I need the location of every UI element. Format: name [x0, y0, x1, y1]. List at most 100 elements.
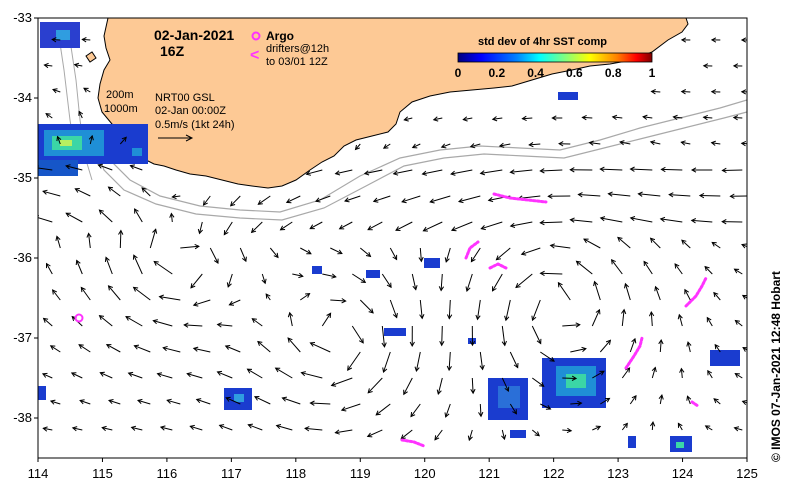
current-arrowhead	[706, 316, 712, 323]
current-arrowhead	[305, 170, 312, 176]
current-arrow	[582, 116, 593, 119]
current-arrow	[223, 221, 233, 235]
contour-1000-label: 1000m	[104, 103, 138, 115]
current-arrow	[373, 195, 391, 202]
current-arrowhead	[153, 260, 159, 266]
x-tick-label: 121	[478, 466, 500, 481]
drifter-track	[464, 240, 480, 260]
current-arrowhead	[569, 167, 575, 173]
current-arrow	[43, 427, 53, 431]
current-arrowhead	[643, 260, 649, 267]
current-arrowhead	[607, 191, 613, 197]
current-arrow	[540, 351, 555, 362]
current-arrowhead	[631, 337, 637, 344]
current-arrow	[479, 351, 484, 370]
x-tick-label: 118	[285, 466, 306, 481]
current-arrow	[355, 143, 361, 150]
current-arrow	[651, 367, 656, 379]
current-arrow	[100, 372, 113, 379]
current-arrowhead	[409, 341, 415, 348]
current-arrowhead	[275, 424, 282, 430]
current-arrowhead	[216, 370, 223, 376]
current-arrow	[735, 320, 743, 327]
current-arrowhead	[127, 371, 134, 377]
current-arrowhead	[253, 396, 260, 401]
x-tick-label: 123	[607, 466, 629, 481]
current-arrowhead	[99, 371, 105, 377]
current-arrowhead	[70, 372, 77, 377]
current-arrowhead	[649, 237, 656, 243]
current-arrowhead	[330, 381, 337, 387]
current-arrowhead	[281, 396, 287, 402]
current-arrow	[128, 372, 143, 379]
current-arrowhead	[395, 226, 401, 231]
current-arrow	[621, 367, 631, 379]
current-arrowhead	[617, 236, 623, 242]
x-tick-label: 124	[672, 466, 694, 481]
current-arrow	[364, 169, 383, 175]
current-arrowhead	[569, 217, 575, 223]
current-arrowhead	[741, 294, 747, 300]
current-arrowhead	[577, 400, 583, 407]
current-arrow	[78, 344, 91, 353]
x-tick-label: 114	[28, 466, 49, 481]
current-arrowhead	[194, 243, 200, 250]
current-arrow	[230, 195, 241, 207]
y-tick-label: -33	[13, 10, 32, 25]
current-arrow	[522, 117, 533, 120]
current-arrowhead	[285, 198, 292, 204]
current-arrow	[227, 273, 233, 288]
current-arrow	[52, 289, 61, 301]
current-arrowhead	[337, 249, 343, 255]
current-arrow	[550, 244, 571, 249]
current-arrow	[411, 273, 417, 290]
argo-legend-label: Argo	[266, 29, 294, 43]
current-arrowhead	[171, 193, 177, 200]
current-arrow	[599, 339, 611, 353]
current-arrow	[650, 237, 661, 249]
current-arrow	[540, 221, 563, 224]
current-arrowhead	[704, 425, 711, 431]
current-arrowhead	[418, 256, 424, 263]
current-arrow	[578, 194, 601, 197]
current-arrow	[691, 219, 713, 223]
current-arrowhead	[403, 116, 409, 122]
current-arrow	[592, 425, 601, 431]
current-arrowhead	[45, 113, 51, 118]
current-arrowhead	[340, 406, 347, 412]
y-tick-label: -34	[13, 90, 32, 105]
current-arrowhead	[622, 422, 628, 428]
drifter-legend-line1: drifters@12h	[266, 43, 329, 55]
current-arrow	[651, 90, 661, 93]
current-arrowhead	[223, 230, 229, 236]
current-arrow	[344, 195, 361, 202]
current-arrow	[108, 285, 121, 301]
current-arrowhead	[134, 208, 139, 214]
current-arrow	[76, 260, 83, 275]
current-arrowhead	[469, 340, 476, 347]
current-arrow	[395, 221, 413, 231]
current-arrowhead	[152, 228, 158, 234]
drifter-track	[400, 438, 426, 448]
current-arrowhead	[392, 254, 398, 261]
current-arrow	[501, 429, 505, 440]
current-arrowhead	[436, 389, 442, 396]
current-arrow	[714, 344, 721, 353]
isobath-200m	[97, 99, 747, 213]
current-arrowhead	[358, 338, 364, 344]
current-arrow	[65, 165, 83, 171]
current-arrowhead	[702, 114, 708, 121]
current-arrowhead	[495, 255, 501, 261]
current-arrow	[562, 429, 572, 432]
current-arrow	[163, 347, 181, 353]
colorbar-tick-label: 0	[455, 66, 462, 80]
current-arrowhead	[247, 423, 253, 429]
current-arrowhead	[241, 256, 247, 263]
current-arrow	[141, 187, 151, 197]
current-arrow	[437, 377, 443, 395]
current-arrow	[72, 427, 83, 431]
current-arrowhead	[159, 425, 166, 431]
drifter-legend-line2: to 03/01 12Z	[266, 56, 328, 68]
current-arrowhead	[273, 252, 279, 259]
current-arrow	[629, 338, 636, 353]
